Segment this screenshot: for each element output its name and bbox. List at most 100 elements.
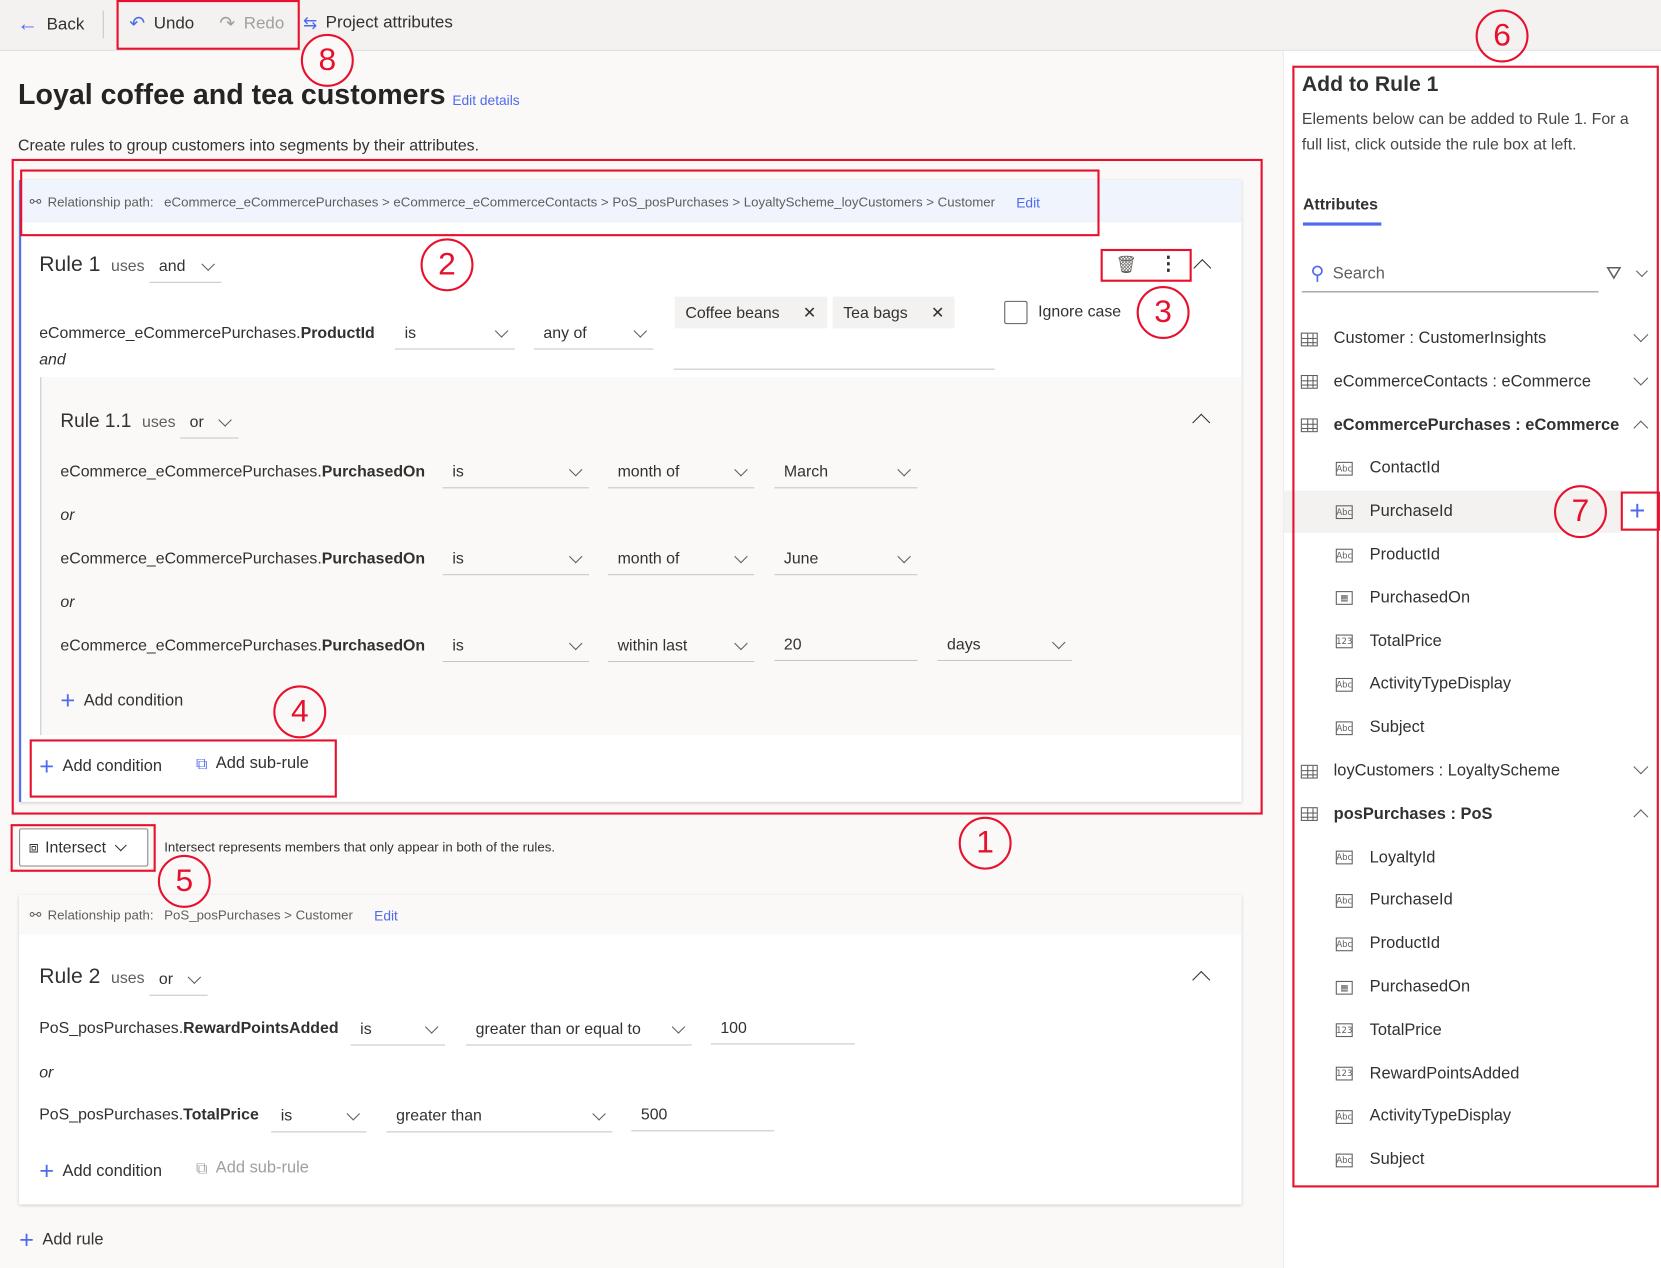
entity-name: eCommerce_eCommercePurchases.: [60, 636, 322, 655]
add-rule-button[interactable]: + Add rule: [19, 1227, 103, 1253]
condition-operator-dropdown[interactable]: is: [442, 457, 589, 489]
attribute-item[interactable]: ▦ PurchasedOn: [1301, 577, 1657, 619]
condition-value-input[interactable]: 20: [774, 629, 918, 662]
condition-mode-dropdown[interactable]: greater than or equal to: [466, 1014, 692, 1046]
condition-unit-dropdown[interactable]: days: [937, 629, 1073, 662]
path-edit-link[interactable]: Edit: [1016, 194, 1040, 211]
close-icon[interactable]: ✕: [931, 304, 945, 323]
entity-group[interactable]: eCommerceContacts : eCommerce: [1300, 361, 1657, 403]
plus-icon: +: [60, 686, 76, 716]
attribute-item[interactable]: Abc ProductId: [1301, 534, 1657, 576]
attribute-item[interactable]: Abc LoyaltyId: [1301, 836, 1657, 878]
intersect-dropdown[interactable]: ⧈ Intersect: [19, 828, 149, 867]
condition-value-input[interactable]: 100: [710, 1013, 855, 1045]
condition-operator-dropdown[interactable]: is: [271, 1101, 367, 1133]
condition-operator-dropdown[interactable]: is: [350, 1014, 445, 1046]
item-label: loyCustomers : LoyaltyScheme: [1333, 761, 1560, 780]
chevron-down-icon: [346, 1106, 361, 1121]
rule-2-add-subrule-button[interactable]: ⧉ Add sub-rule: [196, 1159, 309, 1178]
input-value: 20: [783, 635, 802, 654]
dropdown-value: month of: [617, 549, 680, 568]
item-label: PurchasedOn: [1369, 588, 1471, 607]
text-field-icon: Abc: [1335, 893, 1353, 908]
text-field-icon: Abc: [1335, 677, 1353, 692]
table-icon: [1300, 375, 1318, 390]
rule-1-1-card[interactable]: [40, 377, 1242, 736]
callout-box-5: [10, 824, 156, 872]
entity-group[interactable]: eCommercePurchases : eCommerce: [1300, 404, 1657, 446]
undo-button[interactable]: ↶ Undo: [129, 13, 194, 35]
entity-group[interactable]: Customer : CustomerInsights: [1300, 318, 1657, 360]
entity-group[interactable]: posPurchases : PoS: [1300, 793, 1657, 835]
attribute-item[interactable]: Abc ProductId: [1301, 923, 1657, 965]
condition-mode-dropdown[interactable]: greater than: [386, 1101, 613, 1133]
condition-mode-dropdown[interactable]: month of: [608, 543, 755, 576]
project-attributes-button[interactable]: ⇆ Project attributes: [303, 13, 453, 34]
condition-mode-dropdown[interactable]: any of: [533, 318, 654, 350]
attribute-item[interactable]: 123 TotalPrice: [1301, 1009, 1657, 1051]
callout-box-7: [1620, 491, 1660, 531]
panel-description: Elements below can be added to Rule 1. F…: [1301, 110, 1629, 154]
condition-value-dropdown[interactable]: March: [774, 457, 918, 489]
uses-label: uses: [111, 257, 145, 276]
attribute-item[interactable]: Abc ContactId: [1301, 447, 1657, 489]
rule-2-add-condition-button[interactable]: + Add condition: [39, 1158, 162, 1184]
delete-icon[interactable]: 🗑: [1115, 256, 1137, 275]
relationship-icon: ⚯: [29, 193, 42, 210]
attribute-item[interactable]: 123 RewardPointsAdded: [1301, 1053, 1657, 1095]
attribute-item[interactable]: Abc Subject: [1301, 707, 1657, 749]
attribute-item[interactable]: Abc ActivityTypeDisplay: [1301, 664, 1657, 706]
undo-icon: ↶: [129, 12, 146, 34]
rule-name: Rule 2: [39, 965, 101, 989]
add-attribute-plus-icon[interactable]: +: [1629, 494, 1646, 527]
tab-attributes[interactable]: Attributes: [1302, 196, 1382, 226]
chip-label: Tea bags: [843, 303, 908, 322]
filter-icon[interactable]: ⛛: [1605, 262, 1622, 284]
rule-2-card[interactable]: [19, 895, 1242, 1205]
dropdown-value: greater than: [396, 1106, 482, 1125]
dropdown-value: month of: [617, 462, 680, 481]
subrule-icon: ⧉: [195, 754, 208, 773]
attribute-item[interactable]: Abc PurchaseId: [1301, 880, 1657, 922]
condition-operator-dropdown[interactable]: is: [442, 543, 589, 576]
text-field-icon: Abc: [1335, 504, 1353, 519]
condition-mode-dropdown[interactable]: within last: [608, 630, 755, 663]
attribute-item[interactable]: 123 TotalPrice: [1301, 620, 1657, 662]
condition-operator-dropdown[interactable]: is: [395, 318, 515, 350]
condition-value-dropdown[interactable]: June: [774, 543, 918, 576]
chip-label: Coffee beans: [685, 303, 780, 322]
rule-1-add-condition-button[interactable]: + Add condition: [39, 754, 162, 779]
dropdown-value: is: [452, 636, 464, 655]
dropdown-value: within last: [617, 636, 688, 655]
back-button[interactable]: ← Back: [17, 13, 84, 37]
chips-input[interactable]: [673, 368, 995, 370]
arrow-left-icon: ←: [16, 12, 39, 37]
attribute-item[interactable]: Abc Subject: [1301, 1139, 1657, 1181]
condition-mode-dropdown[interactable]: month of: [608, 457, 755, 489]
joiner-label: or: [60, 593, 75, 612]
rule-1-1-add-condition-button[interactable]: + Add condition: [60, 686, 183, 716]
item-label: LoyaltyId: [1369, 848, 1436, 867]
text-field-icon: Abc: [1335, 461, 1353, 476]
search-input[interactable]: ⚲ Search: [1301, 256, 1599, 293]
ignore-case-checkbox[interactable]: [1004, 300, 1028, 325]
rule-1-operator-dropdown[interactable]: and: [149, 251, 222, 283]
item-label: ActivityTypeDisplay: [1369, 1107, 1512, 1126]
path-edit-link[interactable]: Edit: [374, 907, 398, 924]
redo-button[interactable]: ↷ Redo: [219, 13, 284, 35]
rule-1-1-operator-dropdown[interactable]: or: [180, 407, 239, 439]
rule-1-add-subrule-button[interactable]: ⧉ Add sub-rule: [196, 754, 309, 773]
condition-value-input[interactable]: 500: [631, 1100, 775, 1132]
attribute-item[interactable]: Abc ActivityTypeDisplay: [1301, 1096, 1657, 1138]
rule-2-operator-dropdown[interactable]: or: [149, 964, 208, 996]
entity-group[interactable]: loyCustomers : LoyaltyScheme: [1300, 750, 1657, 792]
close-icon[interactable]: ✕: [802, 304, 817, 323]
condition-operator-dropdown[interactable]: is: [442, 630, 589, 663]
callout-1: 1: [958, 816, 1012, 870]
number-field-icon: 123: [1335, 634, 1353, 649]
attribute-item[interactable]: ▦ PurchasedOn: [1301, 966, 1657, 1008]
more-options-icon[interactable]: ⋮: [1158, 253, 1178, 275]
edit-details-link[interactable]: Edit details: [452, 92, 520, 109]
rule-name: Rule 1.1: [60, 409, 132, 432]
value-chip: Coffee beans ✕: [674, 296, 827, 329]
